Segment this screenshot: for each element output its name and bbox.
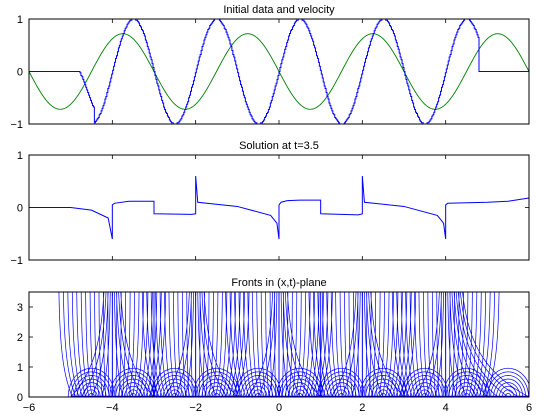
series-solution-line — [29, 175, 529, 240]
plot-content — [29, 19, 529, 124]
plot-content — [29, 175, 529, 240]
axes-initial-data: Initial data and velocity −1 0 1 — [10, 4, 530, 131]
series-shock-lines — [111, 292, 447, 397]
x-tick-label: 2 — [359, 402, 365, 414]
y-tick-label: 0 — [17, 67, 23, 79]
axes-fronts: Fronts in (x,t)-plane −6 −4 −2 0 2 4 6 0 1 2 3 — [17, 277, 532, 414]
chart-title: Solution at t=3.5 — [239, 140, 319, 152]
y-tick-label: −1 — [10, 255, 23, 267]
plot-content — [58, 292, 529, 397]
x-tick-label: 0 — [276, 402, 282, 414]
y-tick-label: 1 — [17, 14, 23, 26]
y-tick-label: 0 — [17, 392, 23, 404]
chart-title: Initial data and velocity — [223, 4, 335, 16]
y-tick-label: 3 — [17, 302, 23, 314]
axes-frame — [28, 291, 530, 398]
x-tick-label: 6 — [526, 402, 532, 414]
x-tick-label: −2 — [189, 402, 202, 414]
y-tick-label: −1 — [10, 119, 23, 131]
chart-title: Fronts in (x,t)-plane — [231, 277, 326, 289]
x-tick-label: −4 — [106, 402, 119, 414]
axes-frame — [28, 18, 530, 125]
y-tick-label: 2 — [17, 332, 23, 344]
y-tick-label: 1 — [17, 362, 23, 374]
x-tick-label: −6 — [23, 402, 36, 414]
y-tick-label: 1 — [17, 150, 23, 162]
series-initial-data-line — [29, 19, 529, 124]
x-tick-label: 4 — [443, 402, 449, 414]
y-tick-label: 0 — [17, 203, 23, 215]
axes-solution: Solution at t=3.5 −1 0 1 — [10, 140, 530, 267]
axes-frame — [28, 154, 530, 261]
series-fronts-curves — [58, 292, 529, 397]
